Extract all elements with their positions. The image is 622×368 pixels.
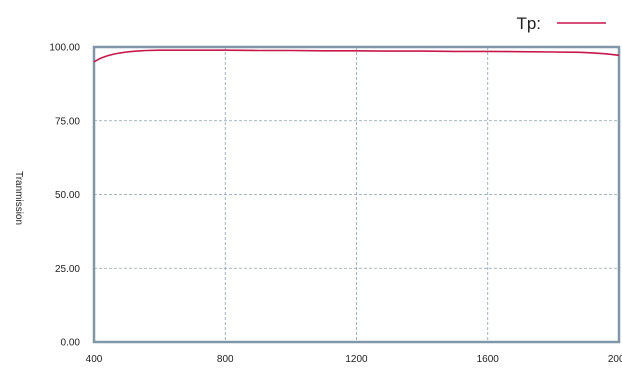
x-tick-label-400: 400 xyxy=(86,354,103,365)
x-axis-ticks: 400 800 1200 1600 2000 xyxy=(86,354,622,365)
y-tick-label-0: 0.00 xyxy=(61,338,81,349)
y-tick-label-100: 100.00 xyxy=(49,43,80,54)
y-tick-label-25: 25.00 xyxy=(55,264,80,275)
series-line-tp xyxy=(93,49,620,63)
x-tick-label-1200: 1200 xyxy=(345,354,368,365)
legend-label-tp: Tp: xyxy=(516,14,541,33)
grid-lines xyxy=(94,47,619,342)
y-axis-label: Tranmission xyxy=(13,171,24,225)
y-tick-label-50: 50.00 xyxy=(55,190,80,201)
y-tick-label-75: 75.00 xyxy=(55,116,80,127)
plot-frame xyxy=(92,45,621,344)
x-tick-label-1600: 1600 xyxy=(477,354,500,365)
series-lines xyxy=(93,49,620,63)
x-tick-label-800: 800 xyxy=(217,354,234,365)
y-axis-ticks: 0.00 25.00 50.00 75.00 100.00 xyxy=(49,43,80,349)
legend: Tp: xyxy=(516,14,606,33)
x-tick-label-2000: 2000 xyxy=(608,354,622,365)
